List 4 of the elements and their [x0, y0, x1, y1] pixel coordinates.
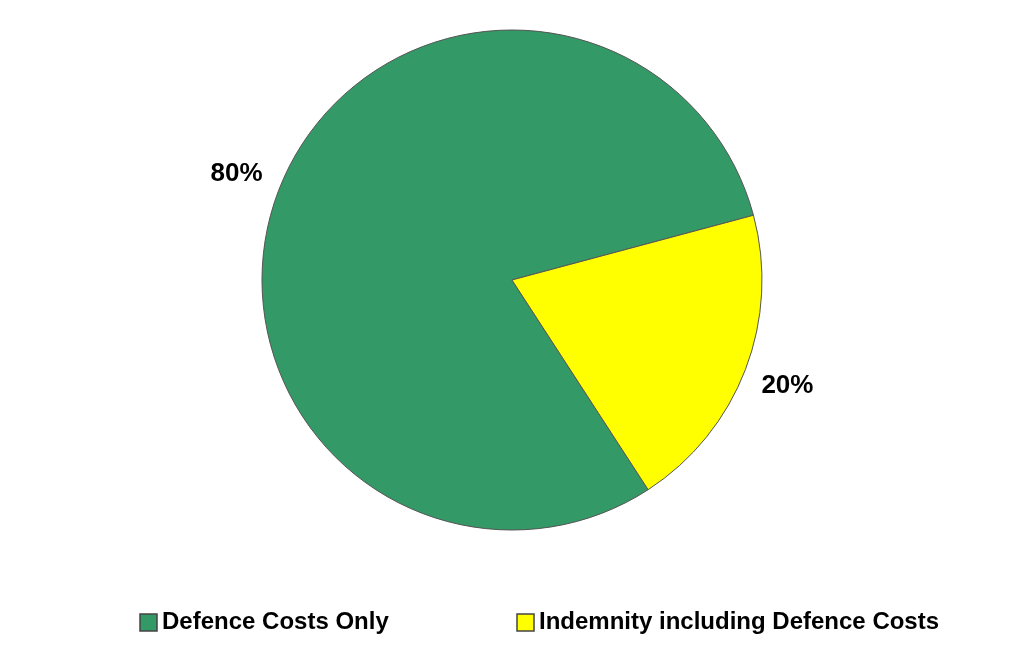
legend-label: Indemnity including Defence Costs [539, 607, 940, 635]
legend-label: Defence Costs Only [162, 607, 390, 635]
data-label: 80% [210, 157, 263, 188]
data-label: 20% [761, 368, 814, 399]
